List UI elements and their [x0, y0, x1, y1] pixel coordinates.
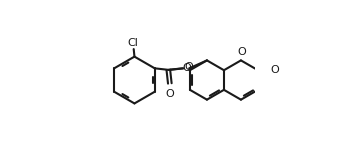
Text: Cl: Cl — [127, 38, 139, 48]
Text: O: O — [270, 65, 279, 75]
Text: O: O — [237, 47, 246, 57]
Text: O: O — [182, 63, 191, 73]
Text: O: O — [184, 62, 193, 72]
Text: O: O — [165, 89, 174, 99]
